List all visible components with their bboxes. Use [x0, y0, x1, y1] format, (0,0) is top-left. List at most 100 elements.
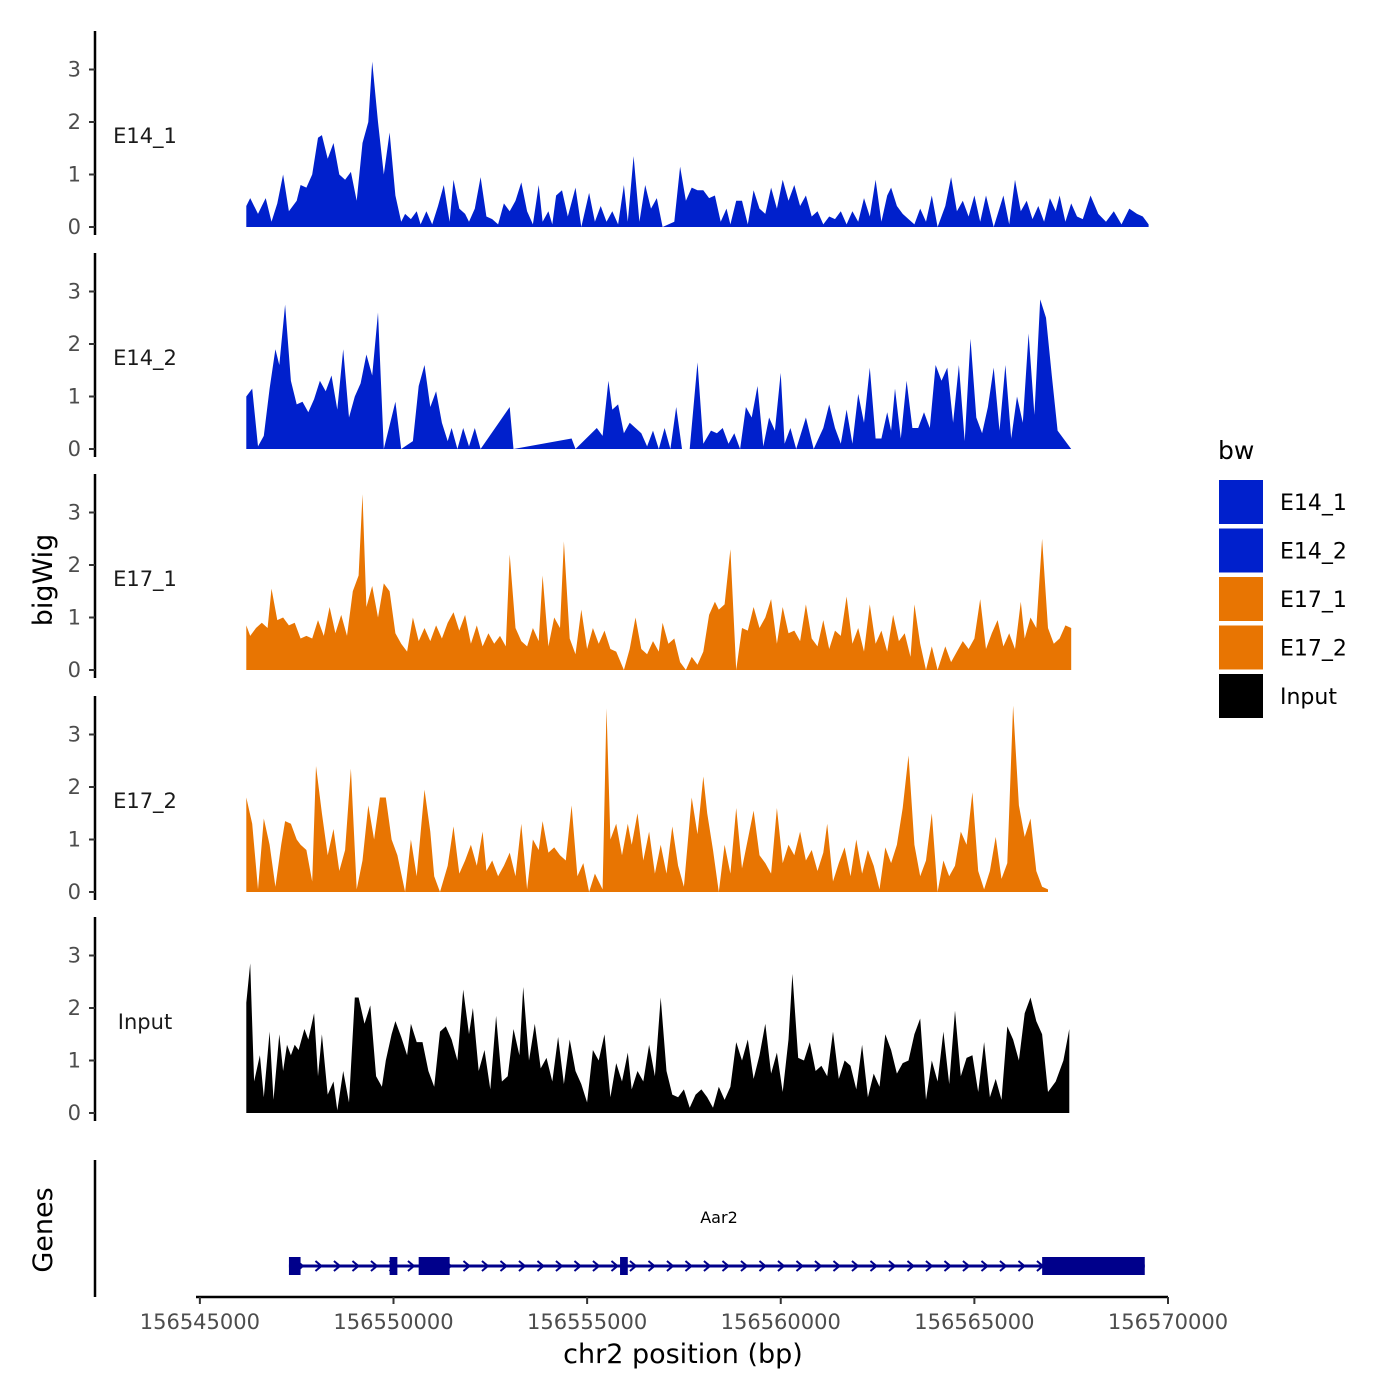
- y-tick-label: 1: [68, 606, 81, 630]
- track-label: E14_2: [113, 346, 177, 371]
- strand-arrow: [962, 1260, 971, 1272]
- exon: [1042, 1257, 1145, 1275]
- strand-arrow: [629, 1260, 638, 1272]
- track-e17-1: 0 1 2 3 E17_1: [68, 474, 1072, 682]
- strand-arrow: [869, 1260, 879, 1272]
- y-tick-label: 3: [68, 280, 81, 304]
- strand-arrow: [314, 1260, 324, 1272]
- legend-swatch: [1219, 577, 1263, 621]
- track-input: 0 1 2 3 Input: [68, 917, 1070, 1125]
- strand-arrow: [777, 1260, 786, 1272]
- strand-arrow: [573, 1260, 583, 1272]
- strand-arrow: [518, 1260, 527, 1272]
- y-tick-label: 1: [68, 828, 81, 852]
- strand-arrow: [980, 1260, 990, 1272]
- y-tick-label: 2: [68, 553, 81, 577]
- exon: [620, 1257, 628, 1275]
- track-e14-1: 0 1 2 3 E14_1: [68, 31, 1149, 239]
- legend-label: E14_1: [1280, 491, 1347, 516]
- y-tick-label: 1: [68, 1049, 81, 1073]
- signal-area-e14-1: [246, 61, 1149, 227]
- strand-arrow: [1017, 1260, 1027, 1272]
- legend-swatch: [1219, 528, 1263, 573]
- legend-swatch: [1219, 674, 1263, 718]
- y-tick-label: 3: [68, 944, 81, 968]
- legend: bw E14_1 E14_2 E17_1 E17_2 Input: [1218, 436, 1347, 718]
- y-tick-label: 0: [68, 1101, 81, 1125]
- track-label: E14_1: [113, 124, 177, 149]
- legend-label: Input: [1280, 685, 1337, 710]
- strand-arrow: [610, 1260, 620, 1272]
- signal-area-e17-1: [246, 494, 1072, 670]
- x-axis: 156545000 156550000 156555000 156560000 1565…: [140, 1295, 1228, 1334]
- strand-arrow: [832, 1260, 842, 1272]
- strand-arrow: [351, 1260, 361, 1272]
- strand-arrow: [888, 1260, 897, 1272]
- strand-arrow: [481, 1260, 490, 1272]
- strand-arrow: [795, 1260, 805, 1272]
- signal-area-e17-2: [246, 705, 1049, 892]
- strand-arrow: [703, 1260, 712, 1272]
- gene-name-label: Aar2: [700, 1208, 738, 1227]
- y-tick-label: 2: [68, 110, 81, 134]
- strand-arrow: [499, 1260, 509, 1272]
- y-tick-label: 1: [68, 163, 81, 187]
- strand-arrow: [943, 1260, 953, 1272]
- x-tick-label: 156560000: [721, 1310, 841, 1334]
- legend-title: bw: [1218, 436, 1254, 465]
- y-tick-label: 3: [68, 58, 81, 82]
- strand-arrow: [333, 1260, 342, 1272]
- track-e17-2: 0 1 2 3 E17_2: [68, 696, 1049, 904]
- strand-arrow: [555, 1260, 564, 1272]
- y-tick-label: 2: [68, 332, 81, 356]
- x-tick-label: 156555000: [527, 1310, 647, 1334]
- legend-label: E17_2: [1280, 637, 1347, 662]
- strand-arrow: [925, 1260, 934, 1272]
- legend-label: E14_2: [1280, 540, 1347, 565]
- signal-area-e14-2: [246, 299, 1072, 449]
- track-label: E17_2: [113, 789, 177, 814]
- legend-swatch: [1219, 480, 1263, 524]
- strand-arrow: [407, 1260, 416, 1272]
- gene-panel: Aar2: [93, 1160, 1145, 1297]
- strand-arrow: [999, 1260, 1008, 1272]
- genes-axis-title: Genes: [28, 1187, 59, 1272]
- strand-arrow: [851, 1260, 860, 1272]
- track-e14-2: 0 1 2 3 E14_2: [68, 253, 1072, 461]
- x-axis-title: chr2 position (bp): [563, 1339, 803, 1370]
- y-tick-label: 0: [68, 215, 81, 239]
- exon: [389, 1257, 398, 1275]
- y-axis-title: bigWig: [28, 534, 59, 627]
- y-tick-label: 0: [68, 880, 81, 904]
- strand-arrow: [370, 1260, 379, 1272]
- strand-arrow: [592, 1260, 601, 1272]
- x-tick-label: 156565000: [914, 1310, 1034, 1334]
- strand-arrow: [666, 1260, 675, 1272]
- y-tick-label: 1: [68, 385, 81, 409]
- y-tick-label: 0: [68, 437, 81, 461]
- strand-arrow: [758, 1260, 768, 1272]
- legend-label: E17_1: [1280, 588, 1347, 613]
- y-tick-label: 3: [68, 501, 81, 525]
- y-tick-label: 2: [68, 996, 81, 1020]
- strand-arrow: [721, 1260, 731, 1272]
- track-label: E17_1: [113, 567, 177, 592]
- legend-swatch: [1219, 625, 1263, 670]
- signal-tracks: 0 1 2 3 E14_1 0 1 2 3 E14_2 0 1 2 3 E17_1 0 1 2 3 E17_2 0 1 2 3…: [68, 31, 1149, 1125]
- strand-arrow: [740, 1260, 749, 1272]
- x-tick-label: 156545000: [140, 1310, 260, 1334]
- strand-arrow: [462, 1260, 472, 1272]
- exon: [418, 1257, 450, 1275]
- strand-arrow: [684, 1260, 694, 1272]
- strand-arrow: [647, 1260, 657, 1272]
- y-tick-label: 0: [68, 658, 81, 682]
- strand-arrow: [536, 1260, 546, 1272]
- y-tick-label: 3: [68, 723, 81, 747]
- x-tick-label: 156550000: [333, 1310, 453, 1334]
- track-label: Input: [118, 1010, 172, 1034]
- strand-arrow: [814, 1260, 823, 1272]
- y-tick-label: 2: [68, 775, 81, 799]
- exon: [288, 1257, 301, 1275]
- signal-area-input: [246, 963, 1070, 1113]
